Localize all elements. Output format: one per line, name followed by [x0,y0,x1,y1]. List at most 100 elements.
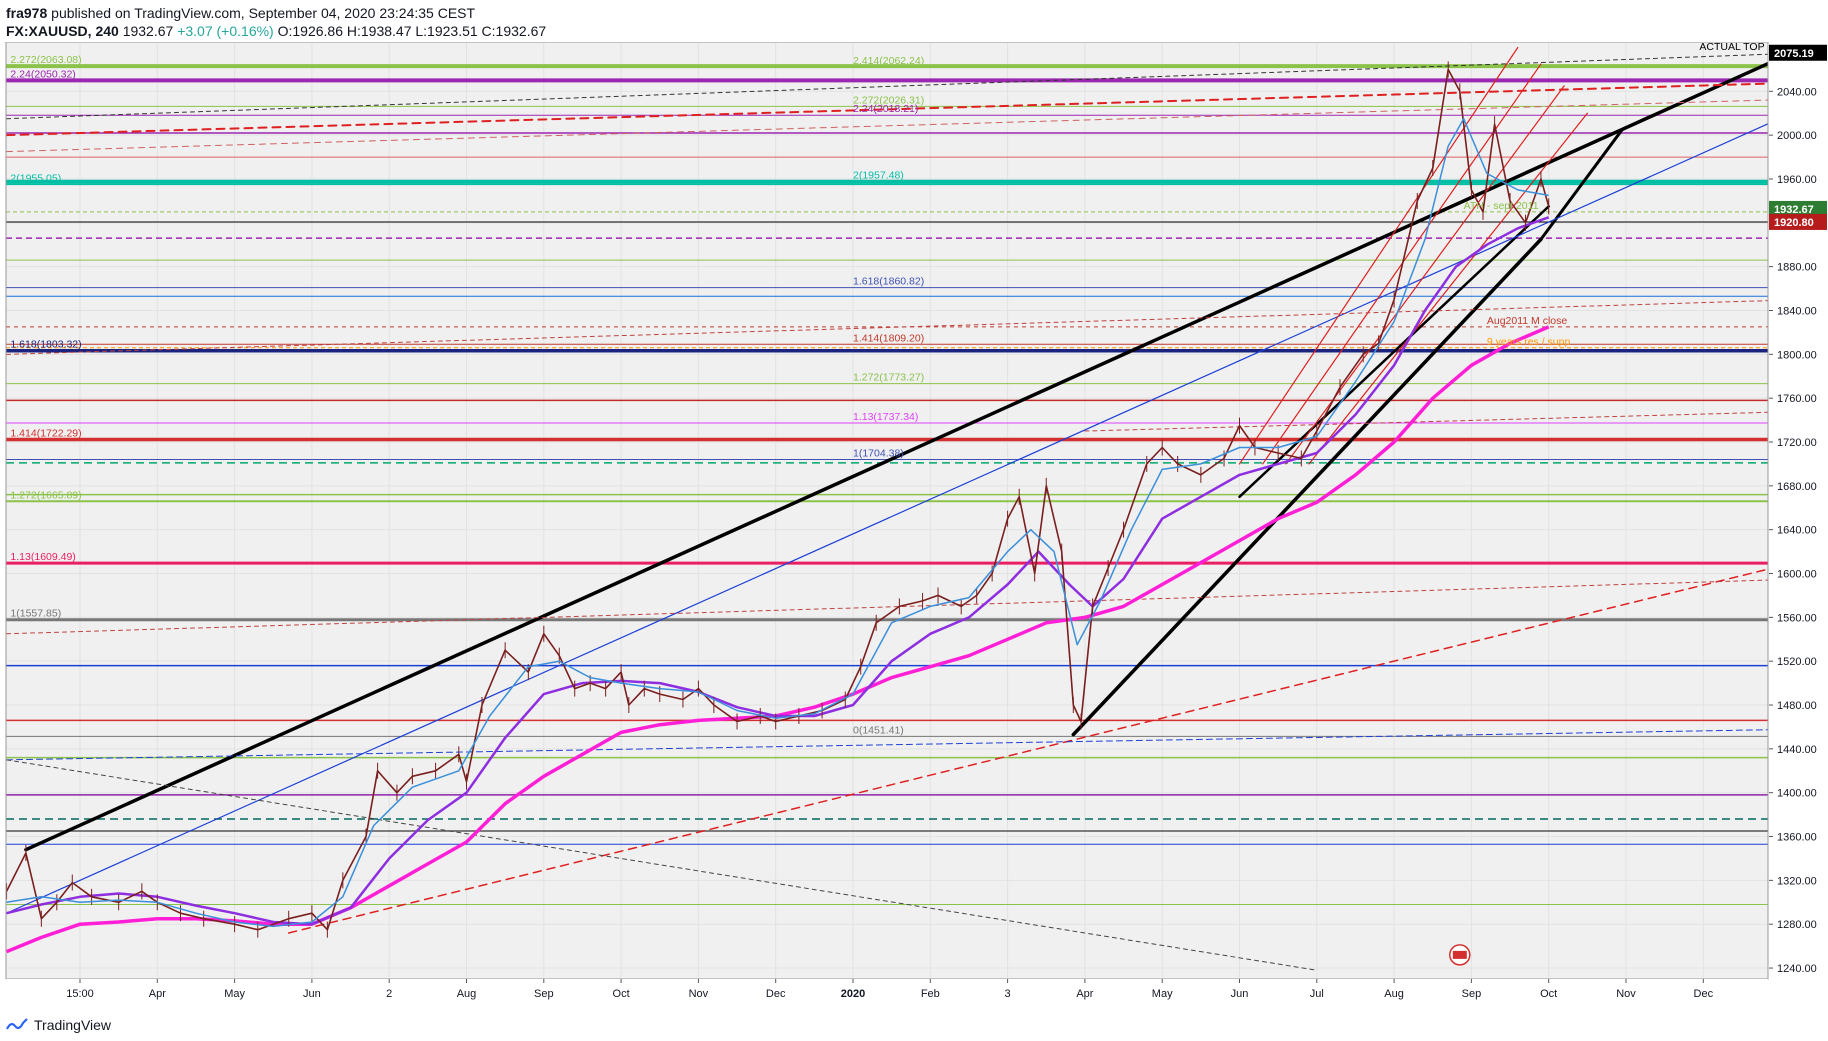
price-tag-label: 1932.67 [1774,204,1814,216]
price-axis-label: 1880.00 [1777,262,1817,274]
price-axis-label: 1960.00 [1777,174,1817,186]
ema-fast-line[interactable] [6,117,1549,928]
trend-line[interactable] [1071,237,1543,737]
plot-layer: 2.272(2063.08) 2.414(2062.24) 2.24(2050.32… [6,42,1804,979]
time-axis-label: Feb [921,988,940,1000]
price-axis-label: 1800.00 [1777,349,1817,361]
time-axis-label: Nov [689,988,709,1000]
trend-line[interactable] [1539,128,1624,241]
trend-line[interactable] [6,53,1804,120]
fib-level-label: 2(1957.48) [853,170,904,182]
fib-level-label: 1(1557.85) [10,608,61,620]
time-axis-label: 3 [1005,988,1011,1000]
fib-level-label: 2.414(2062.24) [853,55,924,67]
fib-level-label: 2.24(2018.21) [853,103,918,115]
trend-line[interactable] [1238,205,1550,499]
trend-line[interactable] [6,99,1804,153]
price-tag-label: 1920.80 [1774,217,1814,229]
time-axis-label: Jun [303,988,321,1000]
fib-level-label: 0(1451.41) [853,724,904,736]
time-axis-label: Oct [613,988,630,1000]
trend-line[interactable] [287,560,1804,934]
trend-line[interactable] [6,82,1804,137]
fib-level-label: 1.414(1722.29) [10,427,81,439]
fib-level-label: 9 years res / supp [1487,336,1571,348]
trend-line[interactable] [1084,411,1804,432]
price-axis-label: 1600.00 [1777,569,1817,581]
fib-level-label: Aug2011 M close [1487,315,1568,327]
time-axis-label: 15:00 [66,988,94,1000]
price-axis-label: 1320.00 [1777,875,1817,887]
time-axis-label: Apr [1076,988,1093,1000]
price-axis-label: 1440.00 [1777,744,1817,756]
price-line[interactable] [6,68,1550,931]
event-flag-stripe [1452,950,1467,959]
publish-date: published on TradingView.com, September … [51,5,476,21]
last-price: 1932.67 [122,23,174,39]
symbol-label[interactable]: FX:XAUUSD, 240 [6,23,119,39]
time-axis-label: May [1152,988,1173,1000]
fib-level-label: 2.24(2050.32) [10,68,75,80]
symbol-info: FX:XAUUSD, 240 1932.67 +3.07 (+0.16%) O:… [6,22,1406,40]
trend-line[interactable] [1238,46,1519,465]
price-axis[interactable] [1769,42,1828,979]
time-axis[interactable] [6,979,1768,1009]
plot-background[interactable] [6,42,1768,979]
price-axis-label: 1640.00 [1777,525,1817,537]
price-axis-label: 1760.00 [1777,393,1817,405]
time-axis-label: Sep [534,988,554,1000]
author-name[interactable]: fra978 [6,5,48,21]
time-axis-label: Jul [1310,988,1324,1000]
brand-name[interactable]: TradingView [34,1017,112,1033]
trend-line[interactable] [6,300,1804,355]
time-axis-label: Dec [1694,988,1714,1000]
price-axis-label: 1560.00 [1777,612,1817,624]
price-axis-label: 1280.00 [1777,919,1817,931]
price-axis-label: 1720.00 [1777,437,1817,449]
fib-level-label: 2.272(2063.08) [10,54,81,66]
fib-level-label: 1(1704.38) [853,448,904,460]
trend-line[interactable] [24,47,1804,852]
price-tag[interactable] [1769,44,1827,61]
ema-slow-line[interactable] [6,216,1550,926]
time-axis-label: Jun [1231,988,1249,1000]
chart-area[interactable]: 2.272(2063.08) 2.414(2062.24) 2.24(2050.32… [0,41,1828,1010]
trend-line[interactable] [6,579,1804,635]
time-axis-label: May [224,988,245,1000]
fib-level-label: ATH - sept 2011 [1464,200,1539,212]
fib-level-label: 1.272(1665.89) [10,489,81,501]
price-tag-label: 2075.19 [1774,48,1814,60]
time-axis-label: 2 [386,988,392,1000]
fib-level-label: 1.272(1773.27) [853,372,924,384]
ohlc-values: O:1926.86 H:1938.47 L:1923.51 C:1932.67 [277,23,547,39]
publish-info: fra978 published on TradingView.com, Sep… [6,4,1406,22]
price-chart[interactable]: 2.272(2063.08) 2.414(2062.24) 2.24(2050.32… [0,41,1828,1010]
price-tag[interactable] [1769,213,1827,230]
fib-level-label: 1.618(1803.32) [10,339,81,351]
trend-line[interactable] [6,108,1804,914]
price-axis-label: 1400.00 [1777,788,1817,800]
price-axis-label: 1840.00 [1777,305,1817,317]
fib-level-label: 2.272(2026.31) [853,94,924,106]
price-tag[interactable] [1769,200,1827,217]
tradingview-logo-icon[interactable] [6,1018,28,1032]
time-axis-label: 2020 [841,988,865,1000]
trend-line[interactable] [6,729,1804,761]
price-axis-label: 1680.00 [1777,481,1817,493]
fib-level-label: 2(1955.05) [10,172,61,184]
price-change: +3.07 (+0.16%) [177,23,274,39]
time-axis-label: Aug [1384,988,1404,1000]
price-axis-label: 2000.00 [1777,130,1817,142]
fib-level-label: 1.414(1809.20) [853,332,924,344]
price-axis-label: 1240.00 [1777,963,1817,975]
fib-level-label: 1.13(1737.34) [853,411,918,423]
chart-header: fra978 published on TradingView.com, Sep… [6,4,1406,40]
footer: TradingView [6,1013,111,1037]
time-axis-label: Sep [1462,988,1482,1000]
chart-annotation: ACTUAL TOP [1699,42,1764,53]
price-axis-label: 2040.00 [1777,86,1817,98]
trend-line[interactable] [6,759,1318,971]
price-axis-label: 1480.00 [1777,700,1817,712]
time-axis-label: Apr [149,988,166,1000]
price-axis-label: 1360.00 [1777,832,1817,844]
